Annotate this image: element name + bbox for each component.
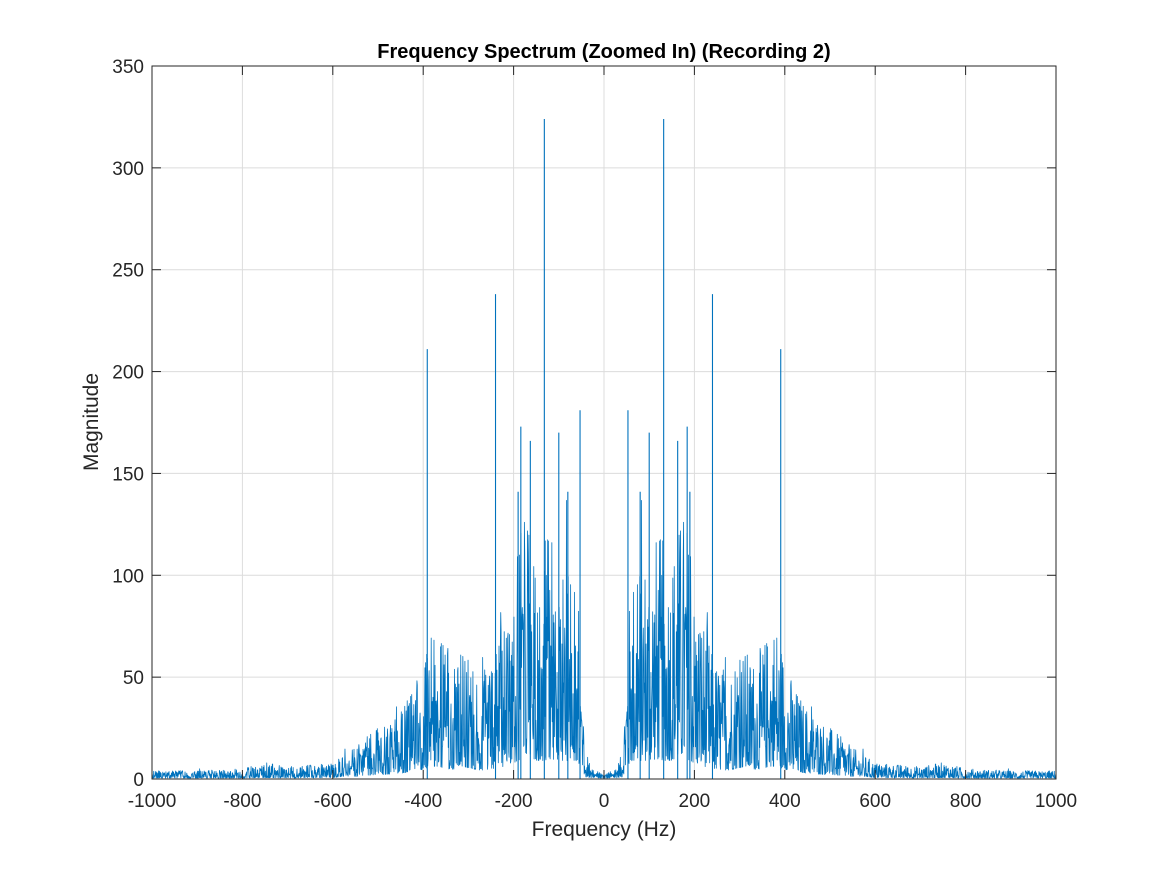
y-tick-label: 50 bbox=[123, 668, 144, 689]
peak-lines bbox=[426, 118, 782, 779]
y-tick-label: 300 bbox=[112, 159, 144, 180]
x-tick-label: 200 bbox=[679, 791, 711, 812]
y-tick-label: 350 bbox=[112, 57, 144, 78]
x-tick-label: 0 bbox=[599, 791, 610, 812]
tick-marks bbox=[151, 65, 1057, 780]
y-tick-label: 150 bbox=[112, 464, 144, 485]
x-tick-label: -400 bbox=[404, 791, 442, 812]
y-tick-label: 0 bbox=[133, 770, 144, 791]
x-tick-label: 800 bbox=[950, 791, 982, 812]
y-tick-label: 100 bbox=[112, 566, 144, 587]
x-axis-label: Frequency (Hz) bbox=[532, 818, 677, 841]
x-tick-labels: -1000 -800 -600 -400 -200 0 200 400 600 800 1000 bbox=[128, 791, 1077, 812]
x-tick-label: 600 bbox=[859, 791, 891, 812]
y-tick-labels: 0 50 100 150 200 250 300 350 bbox=[112, 57, 144, 791]
x-tick-label: -800 bbox=[223, 791, 261, 812]
x-tick-label: -600 bbox=[314, 791, 352, 812]
y-tick-label: 200 bbox=[112, 363, 144, 384]
x-tick-label: 400 bbox=[769, 791, 801, 812]
x-tick-label: 1000 bbox=[1035, 791, 1077, 812]
x-tick-label: -1000 bbox=[128, 791, 177, 812]
x-tick-label: -200 bbox=[495, 791, 533, 812]
chart-title: Frequency Spectrum (Zoomed In) (Recordin… bbox=[377, 41, 830, 63]
y-tick-label: 250 bbox=[112, 261, 144, 282]
y-axis-label: Magnitude bbox=[80, 373, 103, 471]
